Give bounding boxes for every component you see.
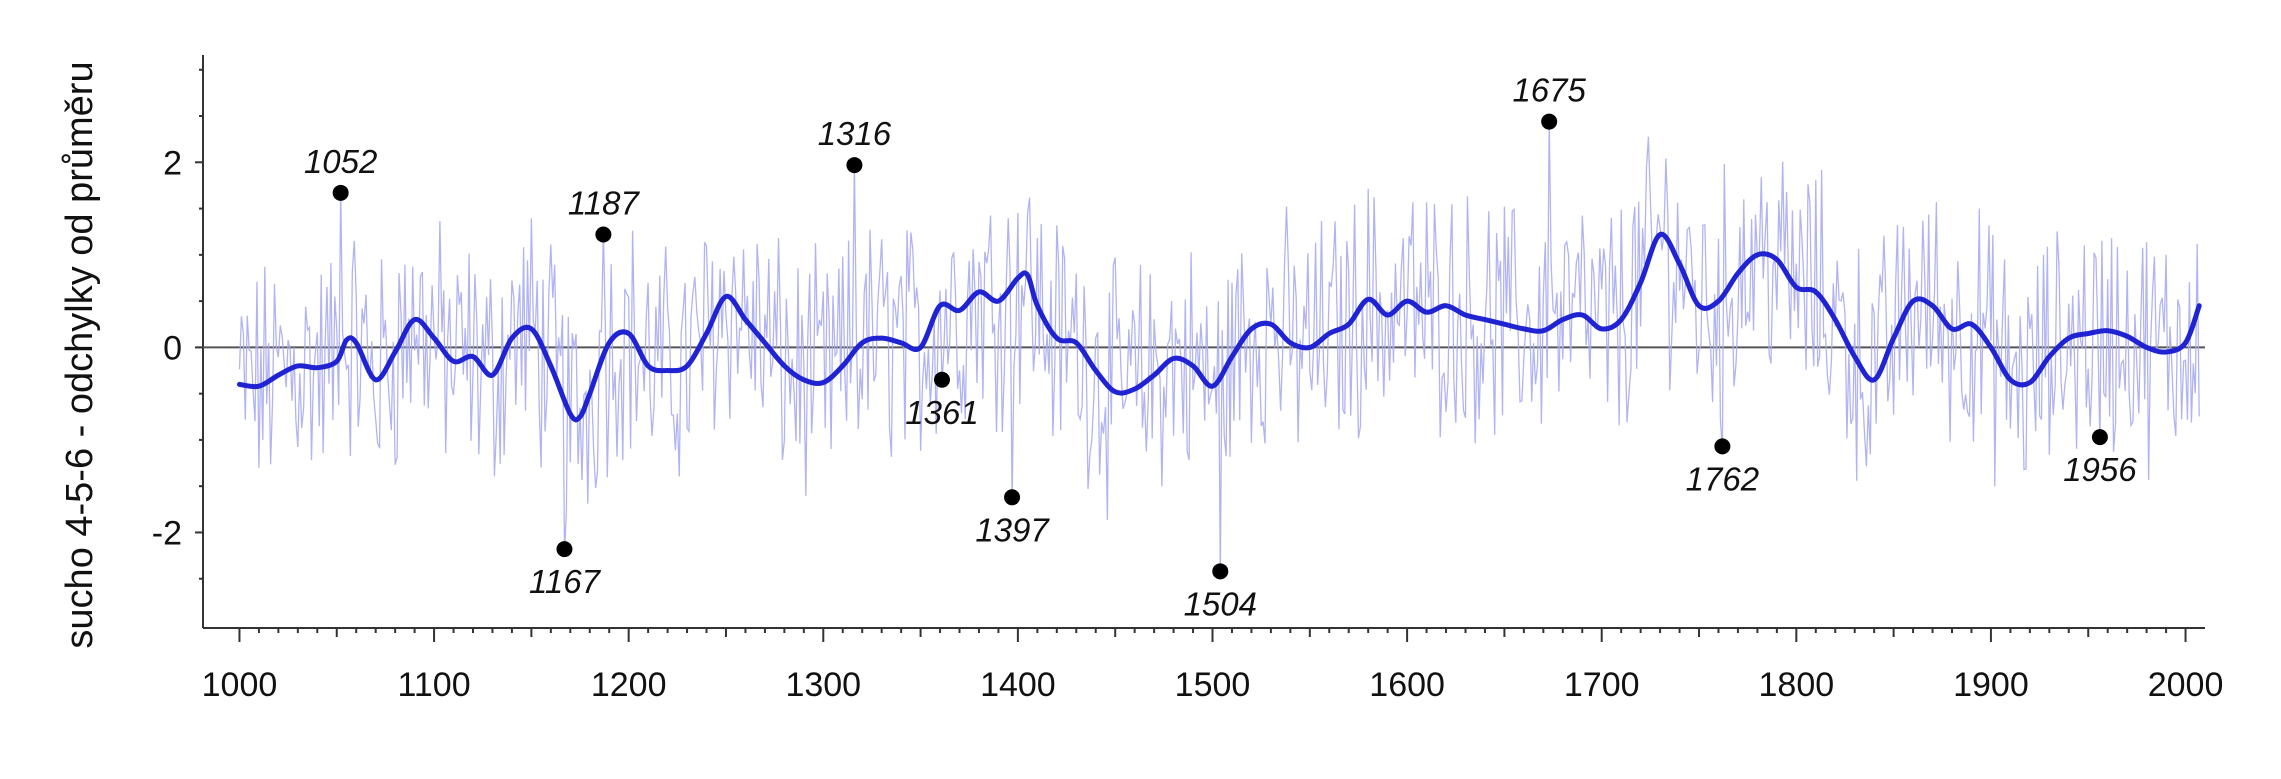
x-tick-label: 1100 xyxy=(398,666,471,704)
extreme-marker-1316 xyxy=(846,157,863,174)
x-tick-label: 1600 xyxy=(1369,666,1445,704)
extreme-marker-1675 xyxy=(1541,113,1558,130)
extreme-label-1052: 1052 xyxy=(304,143,377,180)
extreme-label-1397: 1397 xyxy=(975,511,1050,548)
y-tick-label: -2 xyxy=(152,514,182,552)
y-tick-label: 0 xyxy=(163,329,182,367)
y-axis-label: sucho 4-5-6 - odchylky od průměru xyxy=(59,61,101,648)
extreme-label-1187: 1187 xyxy=(568,184,641,221)
extreme-marker-1762 xyxy=(1714,438,1731,455)
x-tick-label: 1300 xyxy=(785,666,861,704)
y-tick-label: 2 xyxy=(163,144,182,182)
annotations: 1052 1187 1316 1675 1167 1361 1397 1504 1762 1956 xyxy=(304,72,2137,623)
smoothed-series xyxy=(236,231,2202,423)
extreme-label-1762: 1762 xyxy=(1686,460,1759,497)
x-tick-label: 1500 xyxy=(1175,666,1251,704)
x-tick-label: 1700 xyxy=(1564,666,1640,704)
x-tick-label: 2000 xyxy=(2148,666,2224,704)
x-tick-label: 1000 xyxy=(202,666,278,704)
x-tick-label: 1400 xyxy=(980,666,1056,704)
x-tick-label: 1800 xyxy=(1759,666,1835,704)
extreme-label-1361: 1361 xyxy=(905,394,978,431)
x-tick-label: 1900 xyxy=(1953,666,2029,704)
extreme-marker-1187 xyxy=(595,226,612,243)
extreme-marker-1956 xyxy=(2091,429,2108,446)
extreme-marker-1052 xyxy=(332,184,349,201)
extreme-label-1316: 1316 xyxy=(818,115,892,152)
extreme-label-1167: 1167 xyxy=(529,563,602,600)
smoothed-line xyxy=(236,231,2202,423)
annual-series xyxy=(238,116,2200,577)
extreme-marker-1167 xyxy=(556,541,573,558)
extreme-label-1504: 1504 xyxy=(1184,585,1257,622)
annual-line xyxy=(238,116,2200,577)
x-tick-label: 1200 xyxy=(591,666,667,704)
extreme-marker-1504 xyxy=(1212,563,1229,580)
extreme-marker-1361 xyxy=(933,371,950,388)
extreme-marker-1397 xyxy=(1004,489,1021,506)
extreme-label-1675: 1675 xyxy=(1512,72,1586,109)
extreme-label-1956: 1956 xyxy=(2063,451,2137,488)
axes: -2 0 2 1000 1100 1200 1300 1400 1500 1600 1700 1800… xyxy=(152,55,2224,704)
